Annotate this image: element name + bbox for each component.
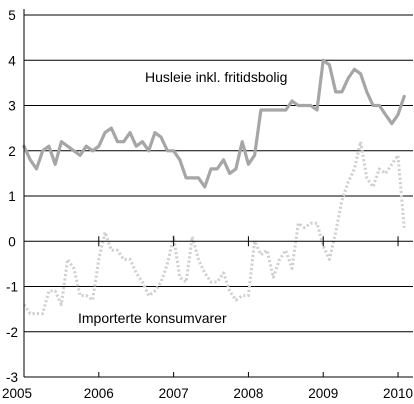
x-tick-label: 2005	[2, 386, 32, 401]
y-tick-label: 2	[8, 144, 16, 159]
annotation-importerte: Importerte konsumvarer	[78, 310, 227, 326]
y-tick-label: -1	[6, 280, 18, 295]
y-tick-label: 4	[8, 53, 16, 68]
x-tick-label: 2006	[84, 386, 114, 401]
annotation-husleie: Husleie inkl. fritidsbolig	[145, 69, 287, 85]
series-layer	[22, 58, 406, 316]
x-tick-label: 2010	[383, 386, 413, 401]
series-line-importerte	[22, 140, 406, 316]
x-tick-label: 2007	[159, 386, 189, 401]
axes	[23, 9, 413, 378]
grid	[24, 14, 413, 333]
series-line-husleie	[22, 58, 406, 189]
x-tick-label: 2008	[233, 386, 263, 401]
x-tick-label: 2009	[308, 386, 338, 401]
y-tick-label: 3	[8, 99, 16, 114]
y-tick-label: -3	[6, 370, 18, 385]
annotations: Husleie inkl. fritidsbolig Importerte ko…	[78, 69, 287, 326]
y-tick-label: 5	[8, 8, 16, 23]
y-tick-label: -2	[6, 325, 18, 340]
y-tick-label: 0	[8, 234, 16, 249]
y-tick-label: 1	[8, 189, 16, 204]
ticks: -3 -2 -1 0 1 2 3 4 5 2005 2006 2007 2008 2009 2010	[2, 8, 413, 401]
